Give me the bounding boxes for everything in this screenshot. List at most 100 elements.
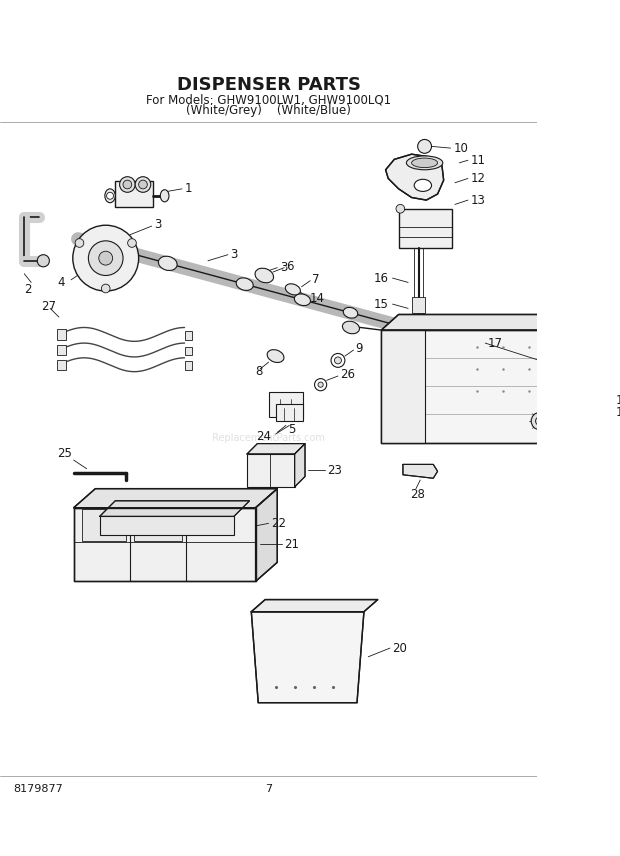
Circle shape: [318, 382, 323, 387]
Bar: [57, 330, 66, 340]
Text: (White/Grey)    (White/Blue): (White/Grey) (White/Blue): [186, 104, 351, 117]
Text: 3: 3: [154, 218, 162, 231]
Ellipse shape: [255, 268, 273, 282]
Bar: [399, 209, 453, 247]
Text: 10: 10: [453, 141, 468, 155]
Circle shape: [566, 391, 601, 426]
Bar: [100, 516, 234, 536]
Bar: [185, 361, 192, 370]
Ellipse shape: [37, 255, 50, 267]
Polygon shape: [100, 501, 250, 516]
Circle shape: [123, 180, 131, 189]
Text: 2: 2: [24, 282, 32, 296]
Polygon shape: [74, 508, 255, 581]
Polygon shape: [294, 443, 305, 487]
Text: 17: 17: [488, 336, 503, 349]
Circle shape: [128, 239, 136, 247]
Circle shape: [139, 180, 148, 189]
Bar: [57, 345, 66, 355]
Text: 27: 27: [41, 300, 56, 313]
Circle shape: [102, 284, 110, 293]
Circle shape: [73, 225, 139, 291]
Circle shape: [573, 399, 593, 419]
Bar: [268, 392, 303, 417]
Bar: [115, 181, 153, 207]
Text: 22: 22: [271, 517, 286, 530]
Polygon shape: [381, 314, 567, 330]
Bar: [381, 330, 425, 443]
Text: 12: 12: [471, 172, 485, 185]
Text: 18: 18: [615, 394, 620, 407]
Polygon shape: [255, 489, 277, 581]
Ellipse shape: [414, 179, 432, 192]
Circle shape: [75, 239, 84, 247]
Ellipse shape: [105, 189, 115, 203]
Bar: [412, 297, 425, 312]
Circle shape: [135, 176, 151, 193]
Ellipse shape: [236, 278, 253, 290]
Bar: [185, 347, 192, 355]
Bar: [57, 360, 66, 370]
Ellipse shape: [342, 321, 360, 334]
Text: 14: 14: [309, 292, 324, 305]
Ellipse shape: [267, 349, 284, 362]
Text: 8179877: 8179877: [13, 784, 63, 794]
Text: DISPENSER PARTS: DISPENSER PARTS: [177, 76, 361, 94]
Bar: [135, 509, 182, 541]
Bar: [275, 404, 303, 421]
Text: 24: 24: [257, 431, 272, 443]
Text: 26: 26: [340, 368, 355, 381]
Circle shape: [89, 241, 123, 276]
Circle shape: [531, 413, 549, 430]
Polygon shape: [386, 154, 444, 200]
Text: 13: 13: [471, 193, 485, 206]
Ellipse shape: [343, 307, 358, 318]
Text: 15: 15: [373, 298, 388, 311]
Ellipse shape: [294, 294, 311, 306]
Circle shape: [396, 205, 405, 213]
Ellipse shape: [412, 158, 438, 168]
Text: 23: 23: [327, 464, 342, 477]
Polygon shape: [74, 489, 277, 508]
Text: 6: 6: [286, 260, 293, 273]
Polygon shape: [550, 314, 567, 443]
Circle shape: [331, 354, 345, 367]
Bar: [247, 454, 294, 487]
Polygon shape: [247, 443, 305, 454]
Polygon shape: [381, 330, 550, 443]
Text: 1: 1: [185, 182, 192, 195]
Circle shape: [536, 417, 544, 425]
Text: For Models: GHW9100LW1, GHW9100LQ1: For Models: GHW9100LW1, GHW9100LQ1: [146, 94, 391, 107]
Text: 7: 7: [265, 784, 272, 794]
Text: 5: 5: [288, 423, 295, 437]
Polygon shape: [251, 612, 364, 703]
Circle shape: [334, 357, 342, 364]
Ellipse shape: [161, 190, 169, 202]
Text: 16: 16: [373, 271, 389, 284]
Polygon shape: [403, 465, 438, 479]
Circle shape: [107, 193, 113, 199]
Text: 3: 3: [280, 261, 287, 274]
Ellipse shape: [285, 284, 301, 295]
Text: 25: 25: [58, 448, 73, 461]
Text: 4: 4: [57, 276, 64, 289]
Text: 3: 3: [231, 248, 238, 261]
Circle shape: [418, 140, 432, 153]
Text: 19: 19: [615, 406, 620, 419]
Bar: [82, 509, 126, 541]
Circle shape: [314, 378, 327, 390]
Circle shape: [120, 176, 135, 193]
Circle shape: [579, 405, 588, 413]
Text: 11: 11: [471, 154, 485, 167]
Text: 8: 8: [255, 366, 263, 378]
Text: 21: 21: [284, 538, 299, 550]
Bar: [185, 331, 192, 340]
Text: ReplacementParts.com: ReplacementParts.com: [212, 433, 325, 443]
Text: 28: 28: [410, 488, 425, 502]
Ellipse shape: [406, 156, 443, 169]
Ellipse shape: [158, 256, 177, 270]
Circle shape: [99, 251, 113, 265]
Ellipse shape: [107, 242, 126, 257]
Text: 7: 7: [312, 273, 319, 286]
Polygon shape: [251, 599, 378, 612]
